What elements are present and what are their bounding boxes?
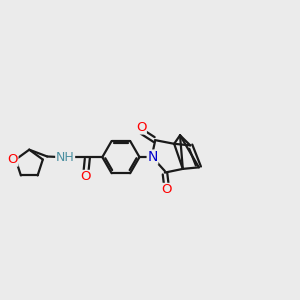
Text: O: O <box>8 153 18 166</box>
Text: O: O <box>136 121 146 134</box>
Text: O: O <box>81 170 91 183</box>
Text: O: O <box>161 183 172 196</box>
Text: N: N <box>147 150 158 164</box>
Text: NH: NH <box>56 151 74 164</box>
